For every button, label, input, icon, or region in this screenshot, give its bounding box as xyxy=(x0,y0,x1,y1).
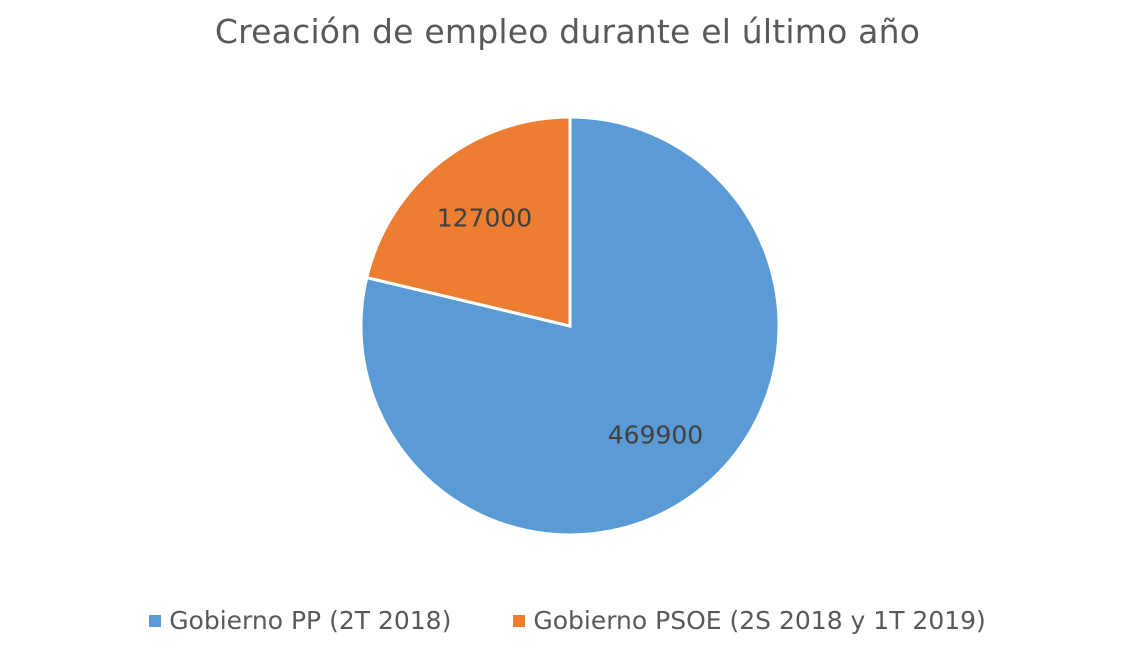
legend-swatch-psoe xyxy=(513,614,526,627)
legend-swatch-pp xyxy=(149,614,162,627)
legend-item-pp: Gobierno PP (2T 2018) xyxy=(149,606,451,635)
data-label-psoe: 127000 xyxy=(437,204,532,233)
legend-item-psoe: Gobierno PSOE (2S 2018 y 1T 2019) xyxy=(513,606,986,635)
pie-chart: 469900 127000 xyxy=(359,115,781,537)
data-label-pp: 469900 xyxy=(608,420,703,449)
pie-slice-pp xyxy=(359,115,781,537)
legend-label-pp: Gobierno PP (2T 2018) xyxy=(169,606,452,635)
legend-label-psoe: Gobierno PSOE (2S 2018 y 1T 2019) xyxy=(533,606,986,635)
chart-title: Creación de empleo durante el último año xyxy=(214,12,921,51)
legend: Gobierno PP (2T 2018) Gobierno PSOE (2S … xyxy=(0,606,1135,635)
pie-slice-psoe xyxy=(364,115,572,328)
